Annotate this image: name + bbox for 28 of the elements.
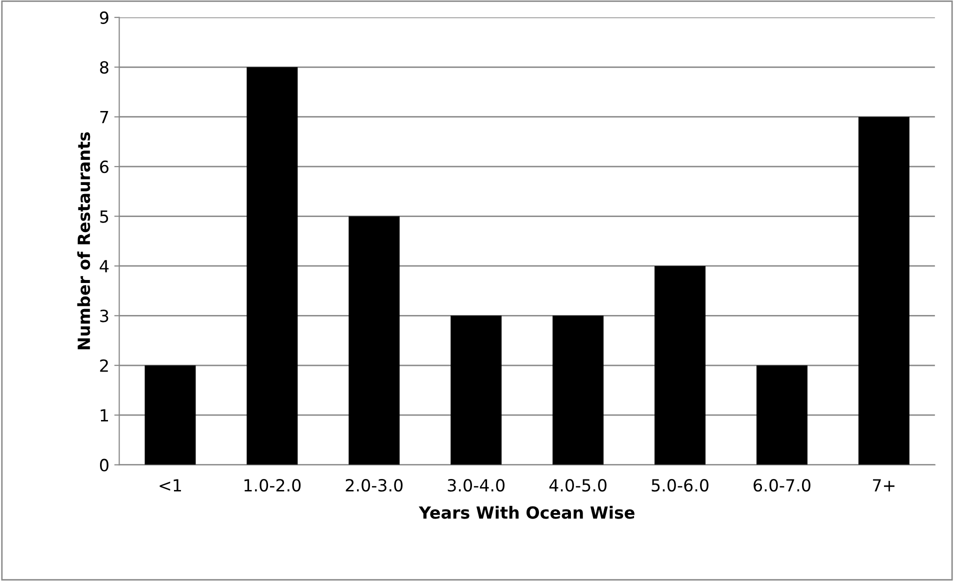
bar xyxy=(348,216,400,465)
bar xyxy=(654,266,706,465)
y-tick-label: 1 xyxy=(100,409,108,422)
bar xyxy=(246,67,298,465)
bar xyxy=(858,116,910,465)
bar xyxy=(144,365,196,465)
x-tick-label: 2.0-3.0 xyxy=(346,478,403,492)
y-tick-label: 6 xyxy=(100,160,108,174)
y-tick-label: 5 xyxy=(100,210,108,223)
y-tick-label: 9 xyxy=(100,11,108,24)
bar xyxy=(552,316,604,465)
x-tick-label: 7+ xyxy=(873,479,894,492)
x-tick-label: 3.0-4.0 xyxy=(448,478,505,492)
y-tick-label: 3 xyxy=(100,310,108,322)
y-tick-label: 0 xyxy=(100,458,108,472)
bar xyxy=(756,365,808,465)
x-tick-label: 4.0-5.0 xyxy=(549,478,606,492)
x-tick-label: 5.0-6.0 xyxy=(652,478,708,492)
bar xyxy=(450,316,502,465)
y-tick-label: 8 xyxy=(100,61,108,74)
x-tick-label: 1.0-2.0 xyxy=(244,478,301,492)
y-axis-title: Number of Restaurants xyxy=(77,132,90,350)
x-tick-label: 6.0-7.0 xyxy=(754,478,810,492)
x-tick-label: <1 xyxy=(160,479,181,492)
y-tick-label: 2 xyxy=(100,359,108,372)
x-axis-title: Years With Ocean Wise xyxy=(418,506,634,519)
y-tick-label: 4 xyxy=(100,260,109,272)
y-tick-label: 7 xyxy=(100,111,108,124)
